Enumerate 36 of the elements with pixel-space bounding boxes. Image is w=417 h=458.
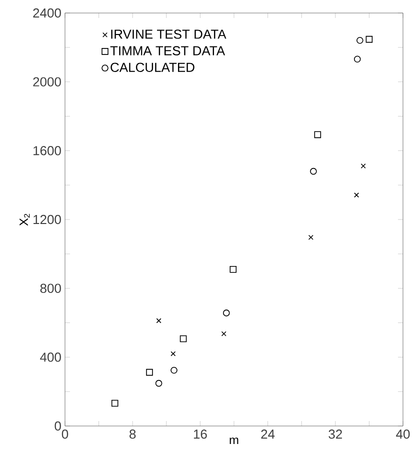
point (360, 163, 366, 168)
point (366, 36, 373, 43)
y-tick-label: 1200 (34, 214, 61, 224)
x-tick-label: 32 (328, 430, 342, 439)
point (310, 168, 317, 175)
legend-label: CALCULATED (110, 62, 194, 72)
y-axis-title: X$_{2}$ (20, 214, 30, 226)
x-axis-title: m (230, 438, 238, 444)
y-tick-label: 0 (54, 421, 61, 431)
point (146, 368, 153, 376)
point (156, 318, 162, 324)
x-tick-label: 24 (261, 430, 275, 439)
point (221, 331, 226, 336)
point (308, 234, 314, 240)
legend-label: IRVINE TEST DATA (111, 30, 226, 39)
legend-label: TIMMA TEST DATA (110, 46, 226, 56)
y-tick-label: 800 (40, 284, 61, 293)
point (230, 266, 237, 273)
x-tick-label: 16 (194, 430, 207, 439)
point (314, 131, 322, 138)
point (180, 335, 187, 342)
y-tick-label: 400 (40, 352, 61, 362)
point (354, 192, 360, 198)
x-tick-label: 0 (62, 430, 68, 439)
x-tick-label: 40 (396, 430, 410, 439)
point (356, 36, 364, 44)
y-tick-label: 2400 (33, 8, 61, 18)
point (111, 400, 118, 407)
y-tick-label: 2000 (33, 77, 61, 86)
point (170, 351, 176, 356)
x-tick-label: 8 (130, 430, 136, 439)
point (155, 380, 162, 387)
point (222, 310, 230, 316)
y-tick-label: 1600 (34, 146, 61, 156)
point (170, 366, 178, 374)
point (354, 56, 361, 63)
